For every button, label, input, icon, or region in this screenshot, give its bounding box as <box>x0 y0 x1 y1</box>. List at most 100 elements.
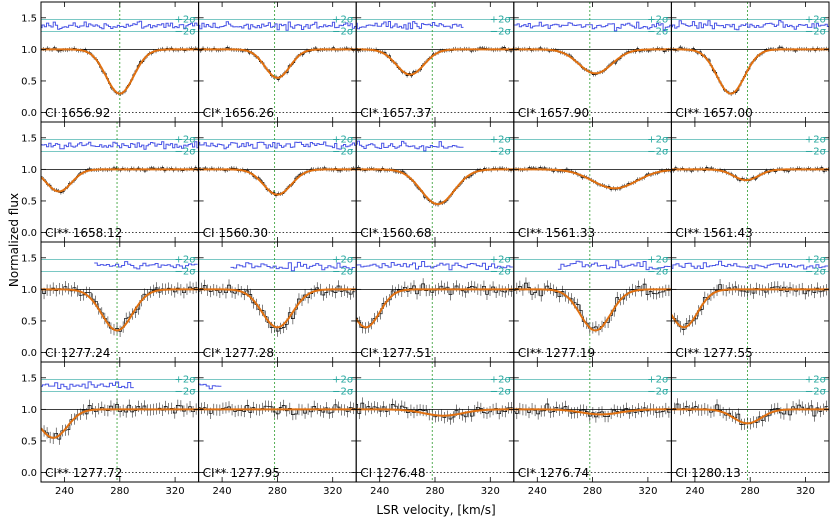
panel-transition-label: CI 1277.24 <box>45 346 110 360</box>
y-tick-label: 0.0 <box>21 348 37 359</box>
data-spectrum <box>356 402 513 420</box>
model-fit-line <box>671 288 829 329</box>
model-fit-line <box>41 168 199 193</box>
data-spectrum <box>198 47 357 80</box>
plus-2-sigma-label: +2σ <box>805 375 827 386</box>
data-spectrum <box>671 46 830 95</box>
data-spectrum <box>41 404 198 440</box>
panel-transition-label: CI* 1657.37 <box>360 106 431 120</box>
y-axis-label: Normalized flux <box>7 193 21 287</box>
panel-plot-area <box>198 362 357 482</box>
panel-transition-label: CI 1280.13 <box>675 466 740 480</box>
plus-2-sigma-label: +2σ <box>332 375 354 386</box>
panel-15: +2σ−2σ CI** 1277.55 <box>670 241 830 363</box>
residual-line <box>557 260 671 271</box>
model-fit-line <box>356 288 514 329</box>
minus-2-sigma-label: −2σ <box>490 147 512 158</box>
y-tick-label: 1.5 <box>21 373 37 384</box>
data-spectrum <box>513 47 672 75</box>
model-fit-line <box>513 168 672 190</box>
panel-transition-label: CI** 1658.12 <box>45 226 122 240</box>
residual-line <box>94 261 198 270</box>
panel-12: +2σ−2σ CI* 1277.28 <box>198 241 357 363</box>
panel-7: +2σ−2σ CI 1560.30 <box>198 121 357 243</box>
minus-2-sigma-label: −2σ <box>647 267 669 278</box>
data-spectrum <box>198 404 356 415</box>
panel-transition-label: CI* 1657.90 <box>518 106 589 120</box>
panel-8: +2σ−2σ CI* 1560.68 <box>355 121 515 243</box>
minus-2-sigma-label: −2σ <box>175 387 197 398</box>
panel-transition-label: CI* 1560.68 <box>360 226 431 240</box>
plus-2-sigma-label: +2σ <box>647 375 669 386</box>
data-spectrum <box>671 403 828 425</box>
y-tick-label: 0.5 <box>21 76 37 87</box>
data-spectrum <box>356 283 513 329</box>
model-fit-line <box>356 408 514 417</box>
x-tick-label: 280 <box>741 486 760 497</box>
panel-transition-label: CI** 1561.33 <box>518 226 595 240</box>
x-tick-label: 320 <box>481 486 500 497</box>
plus-2-sigma-label: +2σ <box>490 15 512 26</box>
data-spectrum <box>671 284 828 330</box>
plus-2-sigma-label: +2σ <box>647 15 669 26</box>
y-tick-label: 1.5 <box>21 253 37 264</box>
panel-10: +2σ−2σ CI** 1561.43 <box>670 121 830 243</box>
y-tick-label: 0.5 <box>21 196 37 207</box>
minus-2-sigma-label: −2σ <box>805 267 827 278</box>
x-tick-label: 240 <box>55 486 74 497</box>
panel-transition-label: CI** 1277.19 <box>518 346 595 360</box>
data-spectrum <box>513 403 671 418</box>
data-spectrum <box>198 284 356 332</box>
model-fit-line <box>41 408 199 439</box>
panel-plot-area <box>671 2 830 122</box>
panel-transition-label: CI 1560.30 <box>203 226 268 240</box>
residual-line <box>198 141 357 150</box>
panel-9: +2σ−2σ CI** 1561.33 <box>513 121 672 243</box>
model-fit-line <box>356 48 514 76</box>
minus-2-sigma-label: −2σ <box>805 387 827 398</box>
panel-plot-area <box>671 122 830 242</box>
plus-2-sigma-label: +2σ <box>332 15 354 26</box>
panel-18: 240 280 320 +2σ−2σ CI 1276.48 <box>355 361 515 497</box>
plus-2-sigma-label: +2σ <box>175 15 197 26</box>
residual-line <box>671 20 830 31</box>
panel-5: +2σ−2σ CI** 1657.00 <box>670 1 830 123</box>
x-tick-label: 240 <box>528 486 547 497</box>
model-fit-line <box>513 288 672 332</box>
residual-line <box>41 20 199 30</box>
panel-plot-area <box>513 362 672 482</box>
y-tick-label: 0.0 <box>21 108 37 119</box>
model-fit-line <box>671 408 829 425</box>
minus-2-sigma-label: −2σ <box>647 27 669 38</box>
minus-2-sigma-label: −2σ <box>805 147 827 158</box>
minus-2-sigma-label: −2σ <box>490 27 512 38</box>
plus-2-sigma-label: +2σ <box>490 135 512 146</box>
x-tick-label: 320 <box>166 486 185 497</box>
y-tick-label: 1.0 <box>21 405 37 416</box>
panel-plot-area <box>356 2 514 122</box>
plus-2-sigma-label: +2σ <box>490 255 512 266</box>
panel-plot-area <box>513 122 672 242</box>
minus-2-sigma-label: −2σ <box>175 147 197 158</box>
plus-2-sigma-label: +2σ <box>805 255 827 266</box>
minus-2-sigma-label: −2σ <box>332 387 354 398</box>
x-axis-label: LSR velocity, [km/s] <box>376 503 495 517</box>
minus-2-sigma-label: −2σ <box>647 147 669 158</box>
plus-2-sigma-label: +2σ <box>175 375 197 386</box>
panel-6: 0.0 0.5 1.0 1.5 +2σ−2σ CI** 1658.12 <box>21 121 200 243</box>
x-tick-label: 280 <box>110 486 129 497</box>
x-tick-label: 240 <box>370 486 389 497</box>
data-spectrum <box>41 286 198 332</box>
panel-plot-area <box>198 242 357 362</box>
panel-14: +2σ−2σ CI** 1277.19 <box>513 241 672 363</box>
model-fit-line <box>513 48 672 75</box>
data-spectrum <box>513 167 672 190</box>
panel-transition-label: CI** 1277.55 <box>675 346 752 360</box>
panel-transition-label: CI** 1277.95 <box>203 466 280 480</box>
residual-line <box>198 383 222 390</box>
panel-plot-area <box>356 362 514 482</box>
panel-transition-label: CI* 1276.74 <box>518 466 589 480</box>
model-fit-line <box>41 48 199 95</box>
panel-transition-label: CI** 1561.43 <box>675 226 752 240</box>
